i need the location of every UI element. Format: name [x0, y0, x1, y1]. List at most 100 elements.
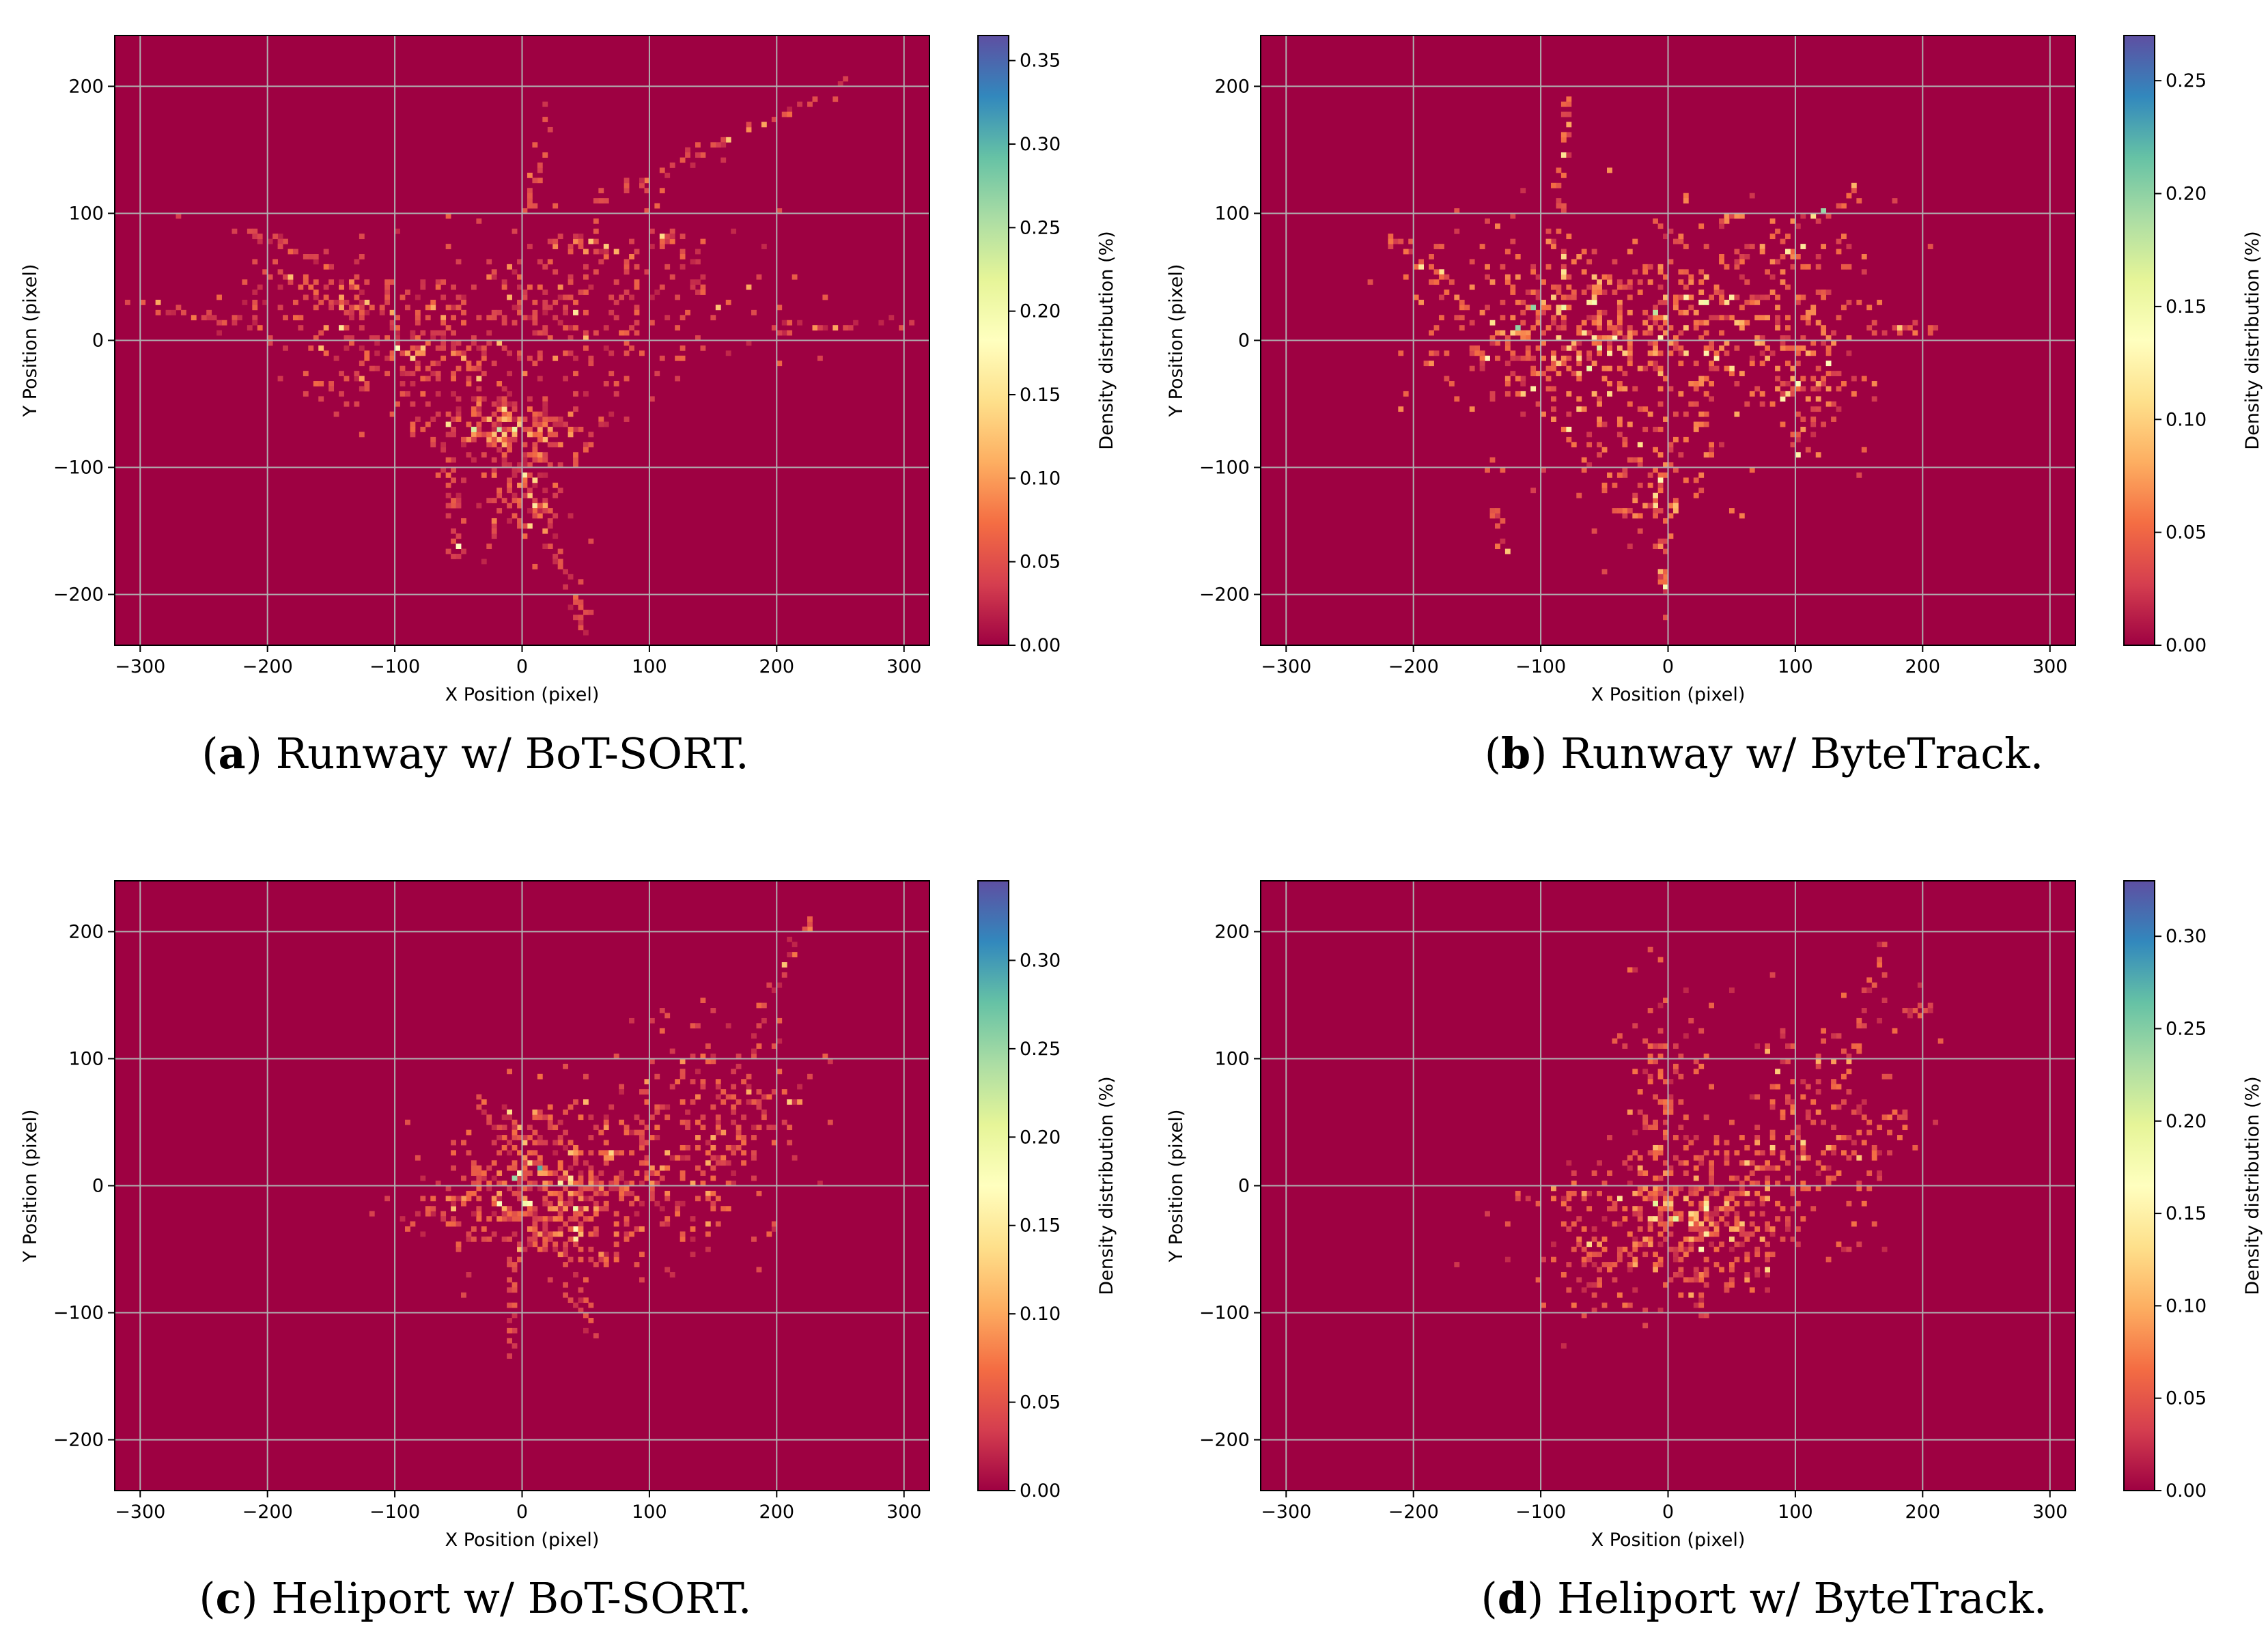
heatmap-cell — [1663, 998, 1668, 1003]
heatmap-cell — [507, 391, 512, 397]
heatmap-cell — [445, 411, 451, 417]
heatmap-cell — [1622, 442, 1628, 448]
heatmap-cell — [563, 376, 569, 382]
heatmap-cell — [476, 1181, 482, 1186]
heatmap-cell — [1810, 213, 1817, 219]
heatmap-cell — [568, 325, 574, 331]
caption-paren-close: ) — [241, 1573, 257, 1623]
heatmap-cell — [1581, 406, 1587, 412]
heatmap-cell — [1576, 406, 1582, 412]
heatmap-cell — [1668, 1109, 1674, 1115]
heatmap-cell — [1713, 284, 1720, 290]
heatmap-cell — [1693, 381, 1699, 386]
heatmap-cell — [1810, 432, 1817, 438]
heatmap-cell — [664, 172, 671, 178]
heatmap-cell — [1728, 365, 1735, 371]
heatmap-cell — [1663, 376, 1668, 382]
heatmap-cell — [1642, 1185, 1649, 1192]
heatmap-cell — [1637, 457, 1643, 463]
heatmap-cell — [1576, 1216, 1582, 1222]
heatmap-cell — [1856, 1048, 1862, 1054]
heatmap-cell — [537, 1135, 543, 1140]
heatmap-cell — [1765, 1043, 1771, 1049]
heatmap-cell — [1739, 513, 1745, 519]
heatmap-cell — [1668, 1221, 1674, 1227]
heatmap-cell — [654, 1125, 660, 1131]
heatmap-cell — [603, 198, 609, 203]
heatmap-cell — [410, 401, 416, 407]
heatmap-cell — [680, 234, 686, 240]
heatmap-cell — [1784, 325, 1791, 331]
heatmap-cell — [680, 1144, 686, 1151]
heatmap-cell — [588, 1216, 594, 1222]
heatmap-cell — [1856, 1104, 1862, 1110]
heatmap-cell — [501, 417, 507, 422]
heatmap-cell — [1780, 340, 1786, 346]
heatmap-cell — [252, 290, 258, 295]
heatmap-cell — [1780, 396, 1786, 402]
heatmap-cell — [787, 936, 793, 942]
heatmap-cell — [512, 320, 518, 326]
x-tick-label: 300 — [2032, 1502, 2068, 1523]
heatmap-cell — [1637, 482, 1643, 488]
heatmap-cell — [1754, 1150, 1761, 1156]
heatmap-cell — [476, 365, 482, 371]
heatmap-cell — [532, 477, 538, 483]
heatmap-cell — [1749, 193, 1755, 199]
heatmap-cell — [1560, 320, 1567, 326]
heatmap-cell — [512, 305, 518, 311]
heatmap-cell — [456, 305, 462, 311]
heatmap-cell — [476, 386, 482, 392]
heatmap-cell — [1398, 406, 1404, 412]
heatmap-cell — [1693, 1190, 1699, 1196]
heatmap-cell — [1627, 249, 1633, 255]
heatmap-cell — [507, 1338, 512, 1344]
heatmap-cell — [1444, 274, 1450, 280]
heatmap-cell — [451, 477, 456, 483]
heatmap-cell — [1851, 182, 1857, 188]
heatmap-cell — [440, 447, 447, 453]
heatmap-cell — [1815, 253, 1821, 259]
heatmap-cell — [1627, 294, 1633, 300]
heatmap-cell — [1551, 361, 1556, 367]
heatmap-cell — [563, 325, 569, 331]
heatmap-cell — [1871, 320, 1877, 326]
heatmap-cell — [634, 1262, 640, 1267]
heatmap-cell — [1627, 279, 1633, 285]
heatmap-cell — [512, 472, 518, 478]
heatmap-cell — [792, 952, 798, 958]
heatmap-cell — [1688, 1246, 1694, 1252]
heatmap-cell — [1642, 365, 1649, 371]
heatmap-cell — [1836, 386, 1842, 392]
heatmap-cell — [491, 1125, 497, 1131]
heatmap-cell — [1719, 223, 1724, 229]
y-tick-label: 200 — [1214, 921, 1250, 942]
heatmap-cell — [583, 447, 589, 453]
colorbar-tick-label: 0.10 — [1020, 1303, 1061, 1325]
heatmap-cell — [542, 1200, 548, 1207]
heatmap-cell — [741, 1135, 746, 1140]
heatmap-cell — [593, 1262, 599, 1267]
heatmap-cell — [1668, 1200, 1674, 1207]
heatmap-cell — [1622, 335, 1628, 341]
heatmap-cell — [1825, 335, 1832, 341]
heatmap-cell — [619, 1089, 625, 1095]
heatmap-cell — [1795, 1155, 1801, 1161]
heatmap-cell — [1657, 579, 1664, 585]
heatmap-cell — [1805, 1155, 1811, 1161]
heatmap-cell — [451, 371, 456, 376]
heatmap-cell — [781, 111, 787, 117]
y-tick-label: −200 — [53, 1430, 104, 1451]
x-tick-label: −200 — [1388, 1502, 1439, 1523]
heatmap-cell — [1754, 386, 1761, 392]
heatmap-cell — [807, 1073, 813, 1080]
heatmap-cell — [389, 411, 395, 417]
heatmap-cell — [1754, 299, 1761, 305]
heatmap-cell — [1688, 1200, 1694, 1207]
heatmap-cell — [1734, 1200, 1740, 1207]
heatmap-cell — [710, 1058, 716, 1065]
heatmap-cell — [1672, 467, 1679, 473]
heatmap-cell — [522, 462, 528, 468]
heatmap-cell — [1678, 238, 1684, 244]
